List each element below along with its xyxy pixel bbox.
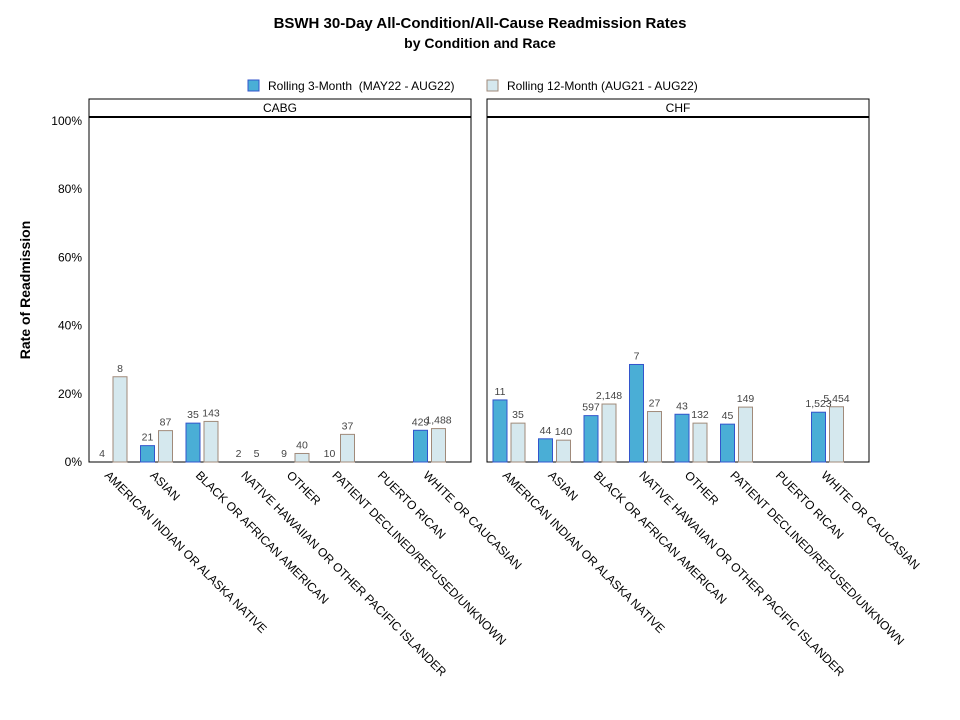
legend-swatch-3-month (247, 79, 260, 92)
bar (674, 413, 690, 463)
bar (692, 422, 708, 463)
bar (413, 429, 428, 463)
data-label: 140 (555, 426, 573, 438)
data-label: 2,148 (596, 390, 622, 402)
panel-chf: CHF 11 35 AMERICAN INDIAN OR ALASKA NATIVE 4… (486, 98, 923, 679)
data-label: 429 (412, 416, 430, 428)
bar (601, 403, 617, 463)
data-label: 40 (296, 439, 308, 451)
data-label: 1,523 (805, 398, 831, 410)
bar (112, 376, 128, 463)
y-tick-label: 60% (58, 250, 82, 264)
y-tick-label: 100% (51, 114, 82, 128)
bar (556, 439, 571, 463)
x-tick-label: OTHER (284, 468, 324, 508)
data-label: 1,488 (425, 415, 451, 427)
data-label: 132 (691, 409, 709, 421)
bar (492, 399, 508, 463)
data-label: 2 (236, 448, 242, 460)
bar (647, 411, 662, 463)
bar (720, 423, 735, 463)
legend-label-3-month: Rolling 3-Month (MAY22 - AUG22) (268, 79, 455, 93)
data-label: 35 (512, 409, 524, 421)
data-label: 45 (722, 410, 734, 422)
x-tick-label: PATIENT DECLINED/REFUSED/UNKNOWN (727, 468, 907, 648)
x-tick-label: OTHER (682, 468, 722, 508)
y-axis-ticks: 0% 20% 40% 60% 80% 100% (51, 114, 82, 469)
x-tick-label: AMERICAN INDIAN OR ALASKA NATIVE (500, 468, 668, 636)
x-tick-label: ASIAN (545, 468, 580, 503)
chart-subtitle: by Condition and Race (404, 35, 556, 51)
y-tick-label: 40% (58, 319, 82, 333)
data-label: 5,454 (823, 393, 849, 405)
data-label: 11 (495, 386, 506, 398)
bar (203, 420, 219, 463)
data-label: 44 (540, 425, 552, 437)
bar (583, 415, 599, 463)
bar (510, 422, 526, 463)
data-label: 7 (634, 350, 640, 362)
bar (340, 433, 355, 463)
bar (185, 422, 201, 463)
bar (538, 438, 553, 463)
bar (829, 406, 844, 463)
x-tick-label: ASIAN (147, 468, 182, 503)
data-label: 43 (676, 400, 688, 412)
x-tick-label: PATIENT DECLINED/REFUSED/UNKNOWN (329, 468, 509, 648)
legend-label-12-month: Rolling 12-Month (AUG21 - AUG22) (507, 79, 698, 93)
data-label: 5 (254, 448, 260, 460)
plot-frame (88, 116, 472, 463)
data-label: 10 (324, 448, 336, 460)
legend-swatch-12-month (486, 79, 499, 92)
data-label: 143 (202, 407, 220, 419)
data-label: 149 (737, 393, 755, 405)
data-label: 597 (582, 402, 600, 414)
data-label: 21 (142, 432, 154, 444)
bar (431, 428, 446, 463)
x-tick-label: AMERICAN INDIAN OR ALASKA NATIVE (102, 468, 270, 636)
bar (140, 445, 155, 463)
panel-title: CHF (666, 101, 691, 115)
bar (629, 363, 644, 463)
bar (294, 452, 310, 463)
y-axis-label: Rate of Readmission (17, 221, 33, 359)
data-label: 27 (649, 398, 661, 410)
data-label: 8 (117, 363, 123, 375)
y-tick-label: 0% (65, 455, 83, 469)
data-label: 87 (160, 417, 172, 429)
y-tick-label: 80% (58, 182, 82, 196)
data-label: 37 (342, 420, 354, 432)
data-label: 9 (281, 448, 287, 460)
data-label: 4 (99, 448, 105, 460)
legend: Rolling 3-Month (MAY22 - AUG22) Rolling … (247, 79, 698, 93)
bar (738, 406, 753, 463)
bar (158, 430, 173, 463)
bar (811, 411, 826, 463)
chart-title: BSWH 30-Day All-Condition/All-Cause Read… (274, 15, 687, 32)
y-tick-label: 20% (58, 387, 82, 401)
panel-title: CABG (263, 101, 297, 115)
data-label: 35 (187, 409, 199, 421)
